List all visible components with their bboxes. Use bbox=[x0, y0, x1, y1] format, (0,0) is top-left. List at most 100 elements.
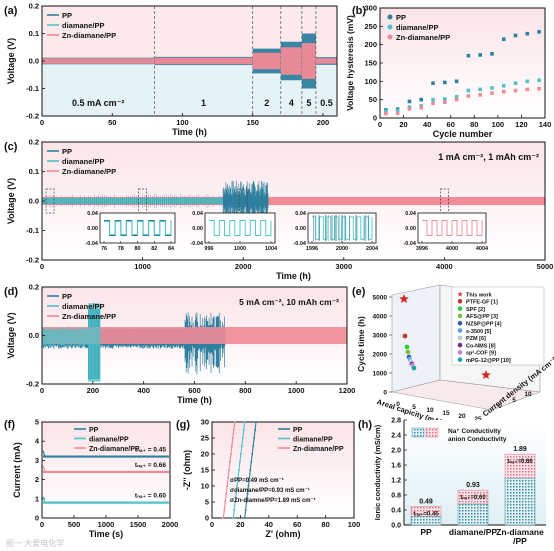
y-tick-label: -0.2 bbox=[26, 256, 39, 265]
inset-trace bbox=[104, 220, 172, 236]
x-tick-label: 2000 bbox=[162, 520, 179, 529]
x-tick-label: 500 bbox=[68, 520, 81, 529]
y-tick-label: 15 bbox=[201, 466, 209, 475]
data-point-PP bbox=[431, 81, 435, 85]
x-tick-label: 140 bbox=[539, 120, 552, 129]
panel-f: 0 500 1000 1500 2000 0 1 2 3 4 5 Time (s) Current (m… bbox=[12, 418, 178, 540]
y-tick-label: 5 bbox=[205, 498, 209, 507]
inset-y-tick-label: 0.04 bbox=[295, 211, 307, 217]
legend-entry: PP bbox=[62, 292, 72, 301]
panel-c: 0 1000 2000 3000 4000 5000 -0.2 -0.1 0.0 0.1 0.2 Ti… bbox=[6, 138, 553, 282]
legend-marker bbox=[457, 328, 463, 333]
nyquist-point bbox=[224, 501, 227, 503]
y-axis-label: Voltage (V) bbox=[6, 38, 16, 84]
y-tick-label: 250 bbox=[364, 22, 377, 31]
y-tick-label: 10 bbox=[201, 482, 209, 491]
y-axis-label: Current (mA) bbox=[12, 442, 22, 498]
x-tick-label: 2000 bbox=[235, 262, 252, 271]
current-density-label: 4 bbox=[289, 98, 294, 108]
x-tick-label: 40 bbox=[423, 120, 431, 129]
y-tick-label: 150 bbox=[364, 59, 377, 68]
z-axis-label: Cycle time (h) bbox=[356, 316, 366, 372]
inset-x-tick-label: 996 bbox=[204, 246, 213, 252]
legend-entry: diamane/PP bbox=[89, 437, 129, 444]
x-tick-label: 4000 bbox=[436, 262, 453, 271]
legend-entry: diamane/PP bbox=[62, 302, 105, 311]
inset-y-tick-label: -0.04 bbox=[85, 241, 98, 247]
zn-band bbox=[315, 58, 337, 64]
legend-entry: PTFE-GF [1] bbox=[466, 300, 498, 306]
nyquist-point bbox=[233, 509, 236, 511]
watermark: 图一 大爱电化学 bbox=[6, 538, 64, 548]
nyquist-point bbox=[232, 429, 235, 431]
nyquist-point bbox=[253, 437, 256, 439]
data-point-Zn-diamane/PP bbox=[407, 107, 412, 111]
x-tick-label: 1200 bbox=[339, 386, 356, 395]
data-point-this-work bbox=[399, 294, 409, 303]
category-label: PP bbox=[420, 527, 432, 537]
panel-label-d: (d) bbox=[4, 286, 18, 298]
legend-marker bbox=[457, 320, 463, 326]
data-point-Zn-diamane/PP bbox=[419, 105, 424, 110]
panel-d: 0 200 400 600 800 1000 1200 -0.2 0.0 0.2 Time (h) V… bbox=[6, 283, 355, 406]
zn-trace bbox=[42, 197, 545, 205]
current-spike bbox=[42, 450, 46, 457]
current-tick-label: 0 bbox=[498, 403, 502, 410]
y-tick-label: 30 bbox=[201, 418, 209, 427]
legend-entry: sp²-COF [9] bbox=[466, 350, 496, 357]
x-tick-label: 5000 bbox=[537, 262, 554, 271]
inset-x-tick-label: 80 bbox=[134, 246, 140, 252]
y-tick-label: -0.2 bbox=[26, 112, 39, 121]
nyquist-point bbox=[254, 429, 257, 431]
data-point-Zn-diamane/PP bbox=[478, 93, 482, 97]
data-point-diamane/PP bbox=[443, 97, 447, 101]
x-tick-label: 40 bbox=[265, 520, 273, 529]
data-point-Zn-diamane/PP bbox=[466, 94, 471, 98]
y-tick-label: 1.6 bbox=[391, 463, 401, 470]
inset-y-tick-label: 0.00 bbox=[405, 226, 416, 232]
data-point-diamane/PP bbox=[384, 109, 388, 114]
data-point-diamane/PP bbox=[407, 105, 412, 109]
legend-entry: Zn-diamane/PP bbox=[89, 446, 140, 453]
zn-trace bbox=[42, 327, 347, 344]
data-point-Zn-diamane/PP bbox=[525, 87, 530, 92]
data-point-PP bbox=[466, 53, 471, 58]
data-point-diamane/PP bbox=[513, 81, 518, 85]
inset-y-tick-label: -0.04 bbox=[293, 241, 306, 247]
x-tick-label: 200 bbox=[317, 118, 330, 127]
data-point-PP bbox=[513, 33, 518, 38]
zn-band bbox=[280, 47, 302, 75]
x-tick-label: 50 bbox=[108, 118, 116, 127]
data-point-Zn-diamane/PP bbox=[443, 100, 447, 105]
inset-trace bbox=[104, 221, 172, 235]
zn-band bbox=[42, 58, 155, 64]
legend-entry: mPG-12@PP [10] bbox=[466, 358, 511, 364]
capacity-tick-label: 25 bbox=[474, 416, 482, 423]
y-tick-label: 0.0 bbox=[29, 331, 39, 340]
y-axis-label: Voltage hysteresis (mV) bbox=[345, 15, 355, 111]
x-tick-label: 400 bbox=[137, 386, 150, 395]
z-tick-label: 0 bbox=[383, 390, 387, 397]
inset-x-tick-label: 2000 bbox=[336, 246, 348, 252]
inset-y-tick-label: -0.04 bbox=[403, 241, 416, 247]
inset-trace bbox=[422, 220, 483, 236]
condition-annotation: 5 mA cm⁻², 10 mAh cm⁻² bbox=[239, 297, 339, 307]
x-tick-label: 150 bbox=[246, 118, 259, 127]
y-tick-label: 0.1 bbox=[29, 29, 39, 38]
x-axis-label: Time (h) bbox=[276, 271, 311, 281]
legend-entry: PP bbox=[293, 427, 303, 434]
bar-anion-2 bbox=[504, 453, 536, 479]
y-tick-label: 0 bbox=[35, 514, 39, 523]
inset-noise bbox=[313, 214, 370, 242]
inset-y-tick-label: 0.00 bbox=[192, 226, 203, 232]
y-tick-label: 50 bbox=[369, 95, 377, 104]
nyquist-point bbox=[250, 461, 253, 463]
data-point-diamane/PP bbox=[466, 88, 471, 93]
bar-value-label: 0.93 bbox=[466, 482, 480, 489]
data-point-reference bbox=[404, 344, 410, 350]
data-point-Zn-diamane/PP bbox=[384, 111, 388, 116]
legend-entry: Zn-diamane/PP bbox=[293, 446, 344, 453]
inset-x-tick-label: 2004 bbox=[366, 246, 379, 252]
data-point-PP bbox=[478, 53, 482, 57]
